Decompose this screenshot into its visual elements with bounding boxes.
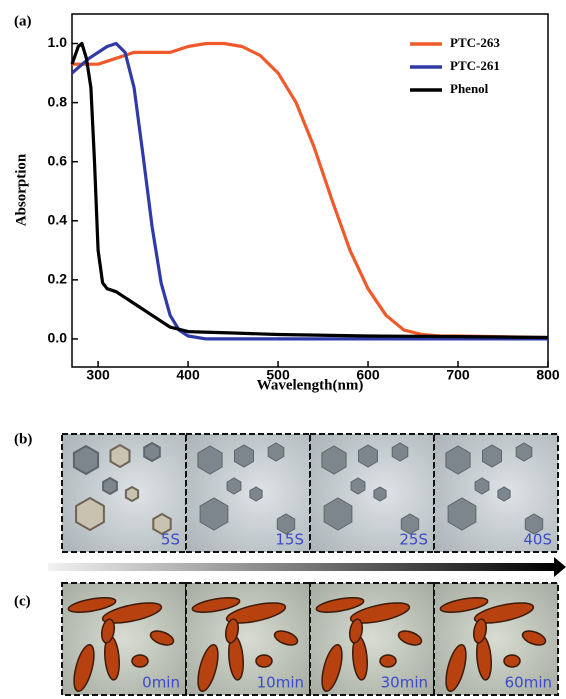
- crystal: [234, 444, 254, 468]
- crystal: [226, 477, 242, 495]
- x-tick-label: 700: [446, 367, 470, 383]
- crystal: [503, 654, 521, 668]
- crystal: [400, 513, 420, 535]
- photo-time-label: 10min: [257, 674, 304, 692]
- crystal: [152, 512, 172, 536]
- crystal: [131, 654, 149, 668]
- legend-label: Phenol: [450, 81, 489, 96]
- photo-time-label: 15S: [275, 531, 304, 549]
- crystal: [101, 602, 163, 624]
- crystal: [497, 486, 511, 502]
- crystal: [321, 643, 343, 693]
- data-line: [72, 41, 549, 340]
- crystal: [521, 630, 547, 646]
- crystal: [445, 445, 471, 475]
- photo-frame: [433, 582, 559, 696]
- plot-frame: [71, 13, 549, 368]
- crystal: [276, 513, 296, 535]
- panel-label: (b): [14, 431, 32, 447]
- crystal: [445, 643, 467, 693]
- crystal: [224, 618, 240, 644]
- crystal: [315, 597, 365, 613]
- data-line: [70, 41, 548, 341]
- y-tick-label: 0.2: [48, 271, 68, 287]
- photo-time-label: 25S: [399, 531, 428, 549]
- crystal: [143, 441, 161, 463]
- time-arrow: [48, 563, 556, 571]
- crystal: [197, 445, 223, 475]
- crystal: [197, 643, 219, 693]
- crystal: [72, 444, 100, 476]
- crystal: [474, 477, 490, 495]
- x-tick-label: 300: [86, 367, 110, 383]
- crystal: [267, 442, 285, 462]
- time-arrow-head: [554, 557, 566, 577]
- crystal: [199, 497, 229, 531]
- crystal: [350, 477, 366, 495]
- x-tick-label: 500: [266, 367, 290, 383]
- photo-time-label: 30min: [381, 674, 428, 692]
- y-axis-label: Absorption: [13, 153, 29, 226]
- x-axis-label: Wavelength(nm): [257, 377, 364, 393]
- crystal: [273, 630, 299, 646]
- panel-label: (a): [14, 13, 32, 29]
- y-tick-label: 0.0: [48, 330, 68, 346]
- crystal: [391, 442, 409, 462]
- y-tick-label: 0.8: [48, 93, 68, 109]
- crystal: [67, 597, 117, 613]
- crystal: [348, 618, 364, 644]
- x-tick-label: 800: [536, 367, 560, 383]
- crystal: [473, 602, 535, 624]
- crystal: [515, 442, 533, 462]
- data-line: [70, 41, 549, 340]
- photo-frame: [433, 433, 559, 553]
- crystal: [373, 486, 387, 502]
- crystal: [191, 597, 241, 613]
- crystal: [379, 654, 397, 668]
- crystal: [249, 486, 263, 502]
- crystal: [73, 643, 95, 693]
- x-tick-label: 600: [356, 367, 380, 383]
- crystal: [482, 444, 502, 468]
- crystal: [124, 485, 140, 503]
- crystal: [100, 618, 116, 644]
- panel-label: (c): [14, 593, 31, 609]
- photo-time-label: 60min: [505, 674, 552, 692]
- photo-time-label: 0min: [142, 674, 180, 692]
- crystal: [447, 497, 477, 531]
- y-tick-label: 1.0: [48, 34, 68, 50]
- crystal: [397, 630, 423, 646]
- y-tick-label: 0.6: [48, 152, 68, 168]
- crystal: [472, 618, 488, 644]
- photo-time-label: 5S: [161, 531, 180, 549]
- crystal: [358, 444, 378, 468]
- crystal: [323, 497, 353, 531]
- crystal: [75, 496, 105, 532]
- crystal: [524, 513, 544, 535]
- crystal: [321, 445, 347, 475]
- legend-label: PTC-261: [450, 58, 500, 73]
- crystal: [225, 602, 287, 624]
- crystal: [109, 443, 131, 469]
- photo-time-label: 40S: [523, 531, 552, 549]
- crystal: [102, 476, 118, 496]
- crystal: [439, 597, 489, 613]
- legend-label: PTC-263: [450, 35, 500, 50]
- y-tick-label: 0.4: [48, 211, 68, 227]
- crystal: [349, 602, 411, 624]
- crystal: [149, 630, 175, 646]
- crystal: [255, 654, 273, 668]
- photo-panels: 5S 15S 25S 40S 0min 10min 30min 60min: [61, 433, 559, 696]
- x-tick-label: 400: [176, 367, 200, 383]
